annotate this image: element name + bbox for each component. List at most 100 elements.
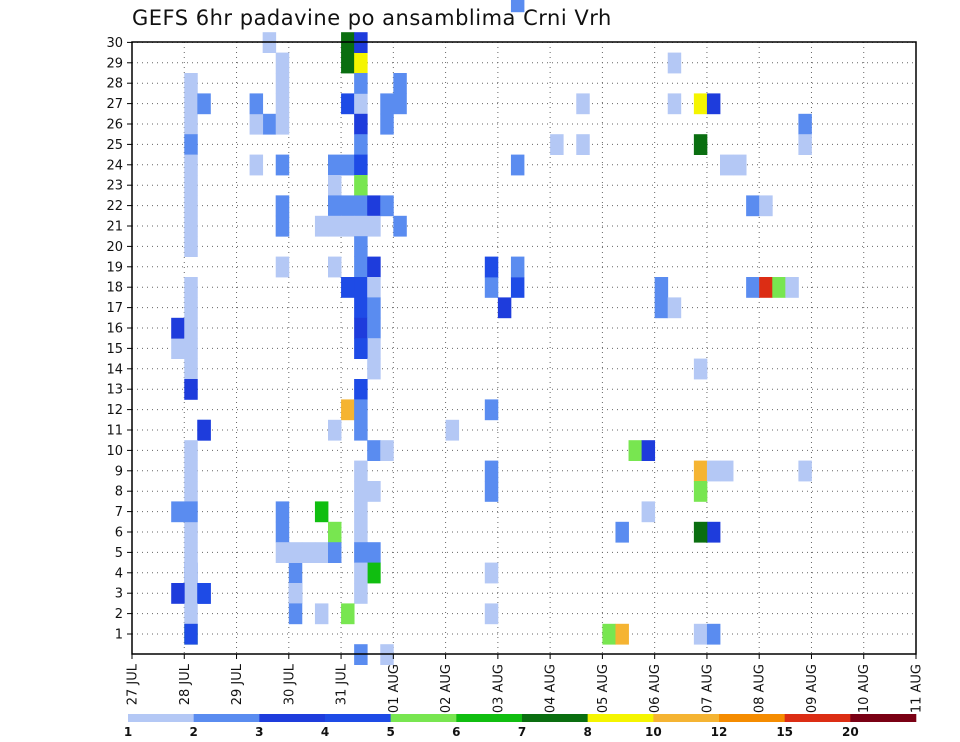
colorbar-segment: [390, 714, 457, 722]
precip-cell: [275, 195, 290, 217]
precip-cell: [184, 583, 198, 604]
precip-cell: [706, 93, 721, 115]
precip-cell: [184, 236, 198, 257]
precip-cell: [367, 338, 381, 359]
colorbar-label: 4: [321, 725, 329, 739]
colorbar-segment: [850, 714, 917, 722]
y-tick-label: 20: [106, 240, 123, 255]
precip-cell: [667, 297, 682, 319]
y-tick-label: 25: [106, 138, 123, 153]
precip-cell: [772, 277, 786, 298]
precip-cell: [380, 113, 394, 135]
x-tick-label: 02 AUG: [439, 664, 454, 713]
y-tick-label: 6: [115, 526, 123, 541]
precip-cell: [341, 215, 355, 237]
precip-cell: [510, 154, 525, 176]
precip-cell: [615, 521, 629, 543]
x-tick-label: 11 AUG: [910, 664, 925, 713]
precip-cell: [341, 154, 355, 176]
precip-cell: [576, 134, 590, 155]
precip-cell: [484, 460, 499, 482]
x-tick-label: 07 AUG: [700, 664, 715, 713]
precip-cell: [354, 73, 368, 94]
precip-cell: [184, 358, 198, 380]
precip-cell: [354, 338, 368, 359]
precip-cell: [354, 113, 368, 135]
precip-cell: [354, 134, 368, 155]
precip-cell: [367, 481, 381, 502]
precip-cell: [484, 603, 499, 625]
precip-cell: [354, 562, 368, 584]
precip-cell: [615, 623, 629, 645]
precip-cell: [184, 379, 198, 400]
colorbar-label: 1: [124, 725, 132, 739]
precip-cell: [354, 521, 368, 543]
y-tick-label: 3: [115, 587, 123, 602]
precip-cell: [328, 521, 342, 543]
x-tick-label: 03 AUG: [491, 664, 506, 713]
y-tick-label: 9: [115, 464, 123, 479]
y-tick-label: 30: [106, 36, 123, 51]
x-tick-label: 01 AUG: [387, 664, 402, 713]
precip-cell: [445, 419, 460, 441]
y-tick-label: 21: [106, 220, 123, 235]
precip-cell: [314, 603, 329, 625]
x-tick-label: 29 JUL: [230, 663, 245, 705]
precip-cell: [249, 113, 264, 135]
precip-cell: [275, 52, 290, 74]
precip-cell: [367, 542, 381, 563]
precip-cell: [341, 399, 355, 421]
y-tick-label: 13: [106, 383, 123, 398]
y-tick-label: 23: [106, 179, 123, 194]
precip-cell: [184, 134, 198, 155]
precip-cell: [354, 52, 368, 74]
colorbar-segment: [653, 714, 720, 722]
precip-cell: [354, 236, 368, 257]
precip-cell: [654, 297, 669, 319]
precip-cell: [275, 93, 290, 115]
precip-cell: [641, 440, 656, 461]
y-tick-label: 28: [106, 77, 123, 92]
colorbar-label: 12: [711, 725, 728, 739]
precip-cell: [354, 256, 368, 278]
colorbar-segment: [784, 714, 851, 722]
precip-cell: [667, 93, 682, 115]
precip-cell: [184, 317, 198, 339]
precip-cell: [249, 154, 264, 176]
colorbar-label: 7: [518, 725, 526, 739]
precip-cell: [367, 358, 381, 380]
precip-cell: [602, 623, 616, 645]
precip-cell: [314, 542, 329, 563]
precip-cell: [576, 93, 590, 115]
precip-cell: [184, 521, 198, 543]
precip-cell: [484, 481, 499, 502]
precip-cell: [341, 52, 355, 74]
precip-cell: [184, 623, 198, 645]
y-tick-label: 24: [106, 158, 123, 173]
precip-cell: [275, 154, 290, 176]
precip-cell: [484, 562, 499, 584]
y-tick-label: 16: [106, 322, 123, 337]
chart-title: GEFS 6hr padavine po ansamblima Crni Vrh: [132, 6, 612, 30]
precip-cell: [367, 440, 381, 461]
precip-cell: [380, 440, 394, 461]
precip-cell: [184, 277, 198, 298]
precip-cell: [693, 481, 708, 502]
precip-cell: [393, 93, 407, 115]
precip-cell: [785, 277, 799, 298]
precip-cell: [341, 93, 355, 115]
precip-cell: [759, 195, 773, 217]
precip-cell: [184, 73, 198, 94]
precip-cell: [746, 195, 760, 217]
precip-cell: [171, 583, 185, 604]
precip-cell: [693, 134, 708, 155]
colorbar-segment: [587, 714, 654, 722]
precip-cell: [341, 195, 355, 217]
precip-cell: [171, 338, 185, 359]
precip-cell: [184, 215, 198, 237]
y-tick-label: 4: [115, 566, 123, 581]
precip-cell: [484, 399, 499, 421]
precip-cell: [171, 501, 185, 523]
x-tick-label: 08 AUG: [753, 664, 768, 713]
precip-cell: [354, 481, 368, 502]
